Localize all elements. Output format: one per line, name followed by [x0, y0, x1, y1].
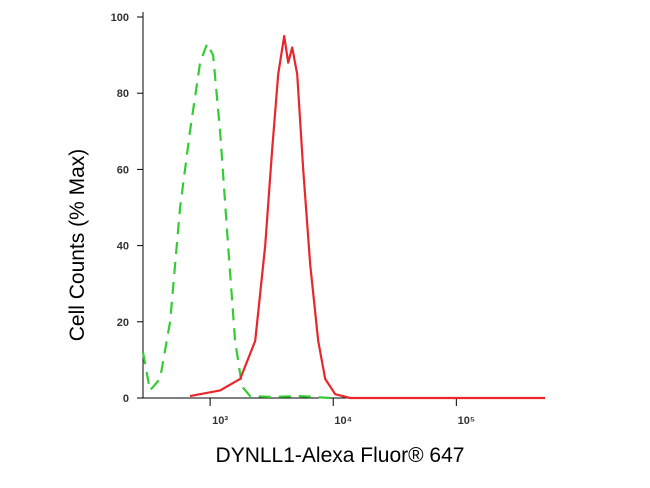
x-tick-label: 10⁵ — [458, 415, 475, 427]
x-tick-label: 10³ — [212, 415, 228, 427]
y-tick-label: 0 — [123, 393, 129, 405]
histogram-line — [189, 35, 545, 400]
y-tick-label: 80 — [117, 88, 129, 100]
y-tick-label: 20 — [117, 317, 129, 329]
y-tick-label: 100 — [111, 12, 129, 24]
x-tick-label: 10⁴ — [334, 415, 352, 427]
y-tick-label: 60 — [117, 164, 129, 176]
y-tick-label: 40 — [117, 241, 129, 253]
y-axis-label: Cell Counts (% Max) — [66, 149, 89, 342]
histogram-line — [141, 42, 331, 400]
x-axis-label: DYNLL1-Alexa Fluor® 647 — [216, 444, 465, 467]
